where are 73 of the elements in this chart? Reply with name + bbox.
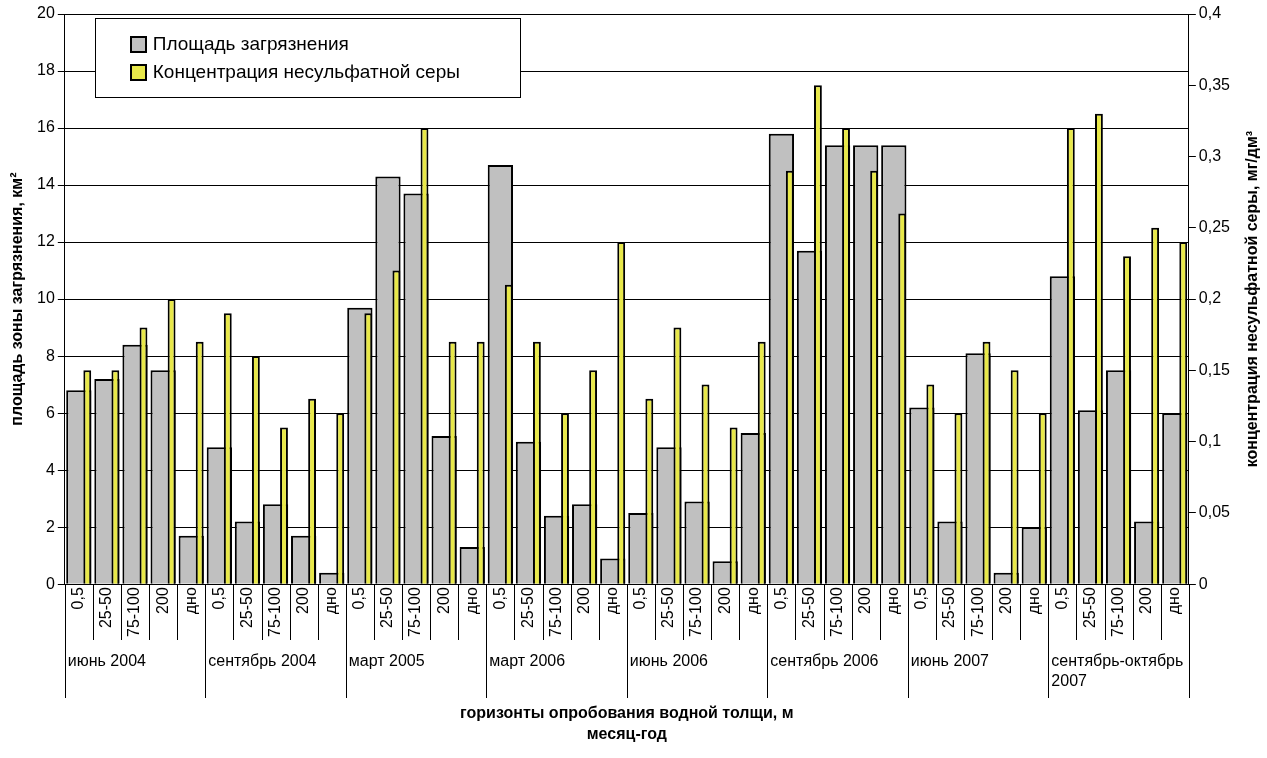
- text: сентябрь 2004: [208, 652, 317, 670]
- x-tick-label: дно: [181, 587, 199, 615]
- x-tick-label: дно: [322, 587, 340, 615]
- x-tick-label: 25-50: [659, 587, 677, 629]
- x-tick-label: 75-100: [125, 587, 143, 638]
- y-tick-label: 10: [37, 289, 55, 307]
- y2-tick-label: 0,2: [1198, 289, 1222, 307]
- x-tick-label: 0,5: [69, 587, 87, 610]
- x-tick-label: 0,5: [912, 587, 930, 610]
- text: июнь 2006: [629, 652, 709, 670]
- x-tick-label: 75-100: [546, 587, 564, 638]
- x-tick-label: 25-50: [799, 587, 817, 629]
- x-tick-label: 25-50: [940, 587, 958, 629]
- y-tick-label: 2: [45, 517, 55, 535]
- y2-tick-label: 0,05: [1198, 503, 1231, 521]
- y2-axis-title: концентрация несульфатной серы, мг/дм³: [1243, 130, 1261, 468]
- x-tick-label: дно: [603, 587, 621, 615]
- x-tick-label: 0,5: [771, 587, 789, 610]
- x-tick-label: 25-50: [237, 587, 255, 629]
- text: июнь 2007: [910, 652, 990, 670]
- x-tick-label: 75-100: [968, 587, 986, 638]
- y2-tick-label: 0,3: [1198, 146, 1222, 164]
- x-tick-label: 75-100: [265, 587, 283, 638]
- y2-tick-label: 0,35: [1198, 75, 1231, 93]
- y-tick-label: 14: [37, 175, 55, 193]
- x-tick-label: 75-100: [687, 587, 705, 638]
- x-tick-label: 200: [294, 587, 312, 614]
- text: июнь 2004: [67, 652, 147, 670]
- y2-tick-label: 0,4: [1198, 4, 1222, 22]
- x-tick-label: 75-100: [1109, 587, 1127, 638]
- x-tick-label: дно: [743, 587, 761, 615]
- x-tick-label: 0,5: [350, 587, 368, 610]
- legend-label: Площадь загрязнения: [152, 33, 349, 55]
- x-tick-label: 75-100: [406, 587, 424, 638]
- x-tick-label: дно: [462, 587, 480, 615]
- x-axis-title: горизонты опробования водной толщи, м месяц-год: [460, 704, 794, 743]
- y-tick-label: 0: [45, 574, 55, 592]
- x-tick-label: 75-100: [828, 587, 845, 638]
- x-tick-label: 0,5: [490, 587, 508, 610]
- x-tick-label: 0,5: [209, 587, 227, 610]
- y2-tick-label: 0,25: [1198, 218, 1231, 236]
- x-tick-label: 200: [1137, 587, 1155, 614]
- legend-label: Концентрация несульфатной серы: [152, 61, 460, 83]
- x-tick-label: 0,5: [1052, 587, 1070, 610]
- x-tick-label: 200: [856, 587, 874, 614]
- x-tick-label: дно: [1165, 587, 1183, 615]
- x-tick-label: 25-50: [97, 587, 115, 629]
- y-tick-label: 12: [37, 232, 55, 250]
- x-tick-label: дно: [884, 587, 902, 615]
- x-tick-label: 200: [153, 587, 171, 614]
- x-tick-label: 200: [996, 587, 1014, 614]
- text: март 2006: [489, 652, 566, 670]
- x-tick-label: 25-50: [518, 587, 536, 629]
- y-tick-label: 18: [37, 61, 55, 79]
- x-tick-label: 0,5: [631, 587, 649, 610]
- x-tick-label: 25-50: [1080, 587, 1098, 629]
- y-tick-label: 6: [45, 403, 55, 421]
- x-tick-label: 200: [434, 587, 452, 614]
- y-tick-label: 20: [37, 4, 55, 22]
- x-tick-label: дно: [1024, 587, 1042, 615]
- y2-tick-label: 0,15: [1198, 360, 1231, 378]
- text: сентябрь 2006: [770, 652, 879, 670]
- y-tick-label: 4: [45, 460, 55, 478]
- x-tick-label: 200: [715, 587, 733, 614]
- y-axis-title: площадь зоны загрязнения, км²: [8, 172, 26, 426]
- text: сентябрь-октябрь 2007: [1051, 652, 1184, 690]
- x-tick-label: 25-50: [378, 587, 396, 629]
- y2-tick-label: 0,1: [1198, 432, 1222, 450]
- y-tick-label: 16: [37, 118, 55, 136]
- y-tick-label: 8: [45, 346, 55, 364]
- text: март 2005: [348, 652, 425, 670]
- x-tick-label: 200: [575, 587, 593, 614]
- y2-tick-label: 0: [1198, 574, 1208, 592]
